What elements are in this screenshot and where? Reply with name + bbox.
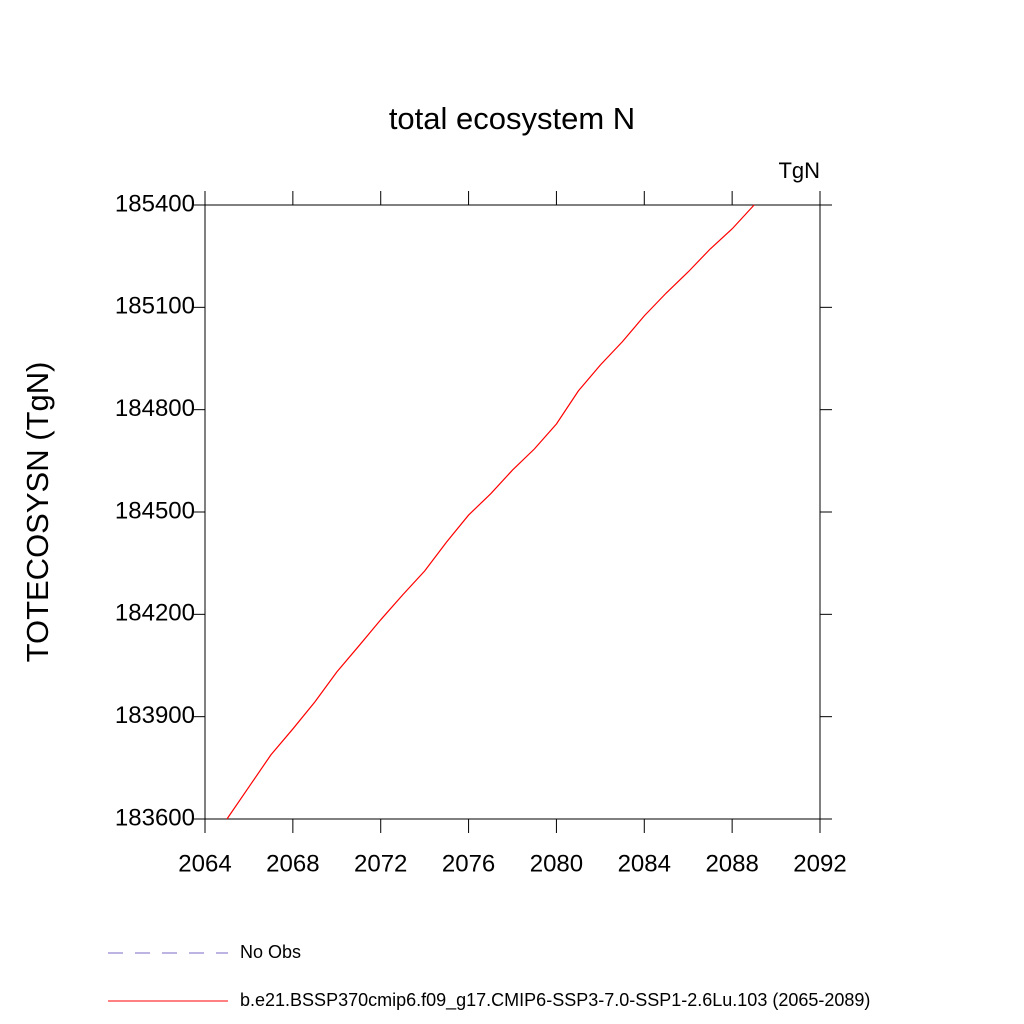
y-tick-label: 183600: [115, 804, 195, 831]
legend-label: b.e21.BSSP370cmip6.f09_g17.CMIP6-SSP3-7.…: [240, 990, 870, 1011]
y-tick-label: 183900: [115, 702, 195, 729]
y-tick-label: 184800: [115, 395, 195, 422]
x-tick-label: 2064: [178, 850, 231, 877]
chart-title: total ecosystem N: [389, 101, 635, 136]
x-tick-label: 2088: [705, 850, 758, 877]
y-tick-label: 184200: [115, 600, 195, 627]
y-tick-label: 185100: [115, 293, 195, 320]
x-tick-label: 2092: [793, 850, 846, 877]
x-tick-label: 2076: [442, 850, 495, 877]
x-tick-label: 2068: [266, 850, 319, 877]
plot-frame: [204, 204, 821, 820]
legend-label: No Obs: [240, 942, 301, 962]
x-tick-label: 2072: [354, 850, 407, 877]
y-tick-label: 184500: [115, 497, 195, 524]
data-line: [226, 204, 755, 820]
x-tick-label: 2084: [618, 850, 671, 877]
units-label: TgN: [778, 158, 820, 183]
y-tick-label: 185400: [115, 190, 195, 217]
y-axis-label: TOTECOSYSN (TgN): [20, 362, 55, 663]
x-tick-label: 2080: [530, 850, 583, 877]
